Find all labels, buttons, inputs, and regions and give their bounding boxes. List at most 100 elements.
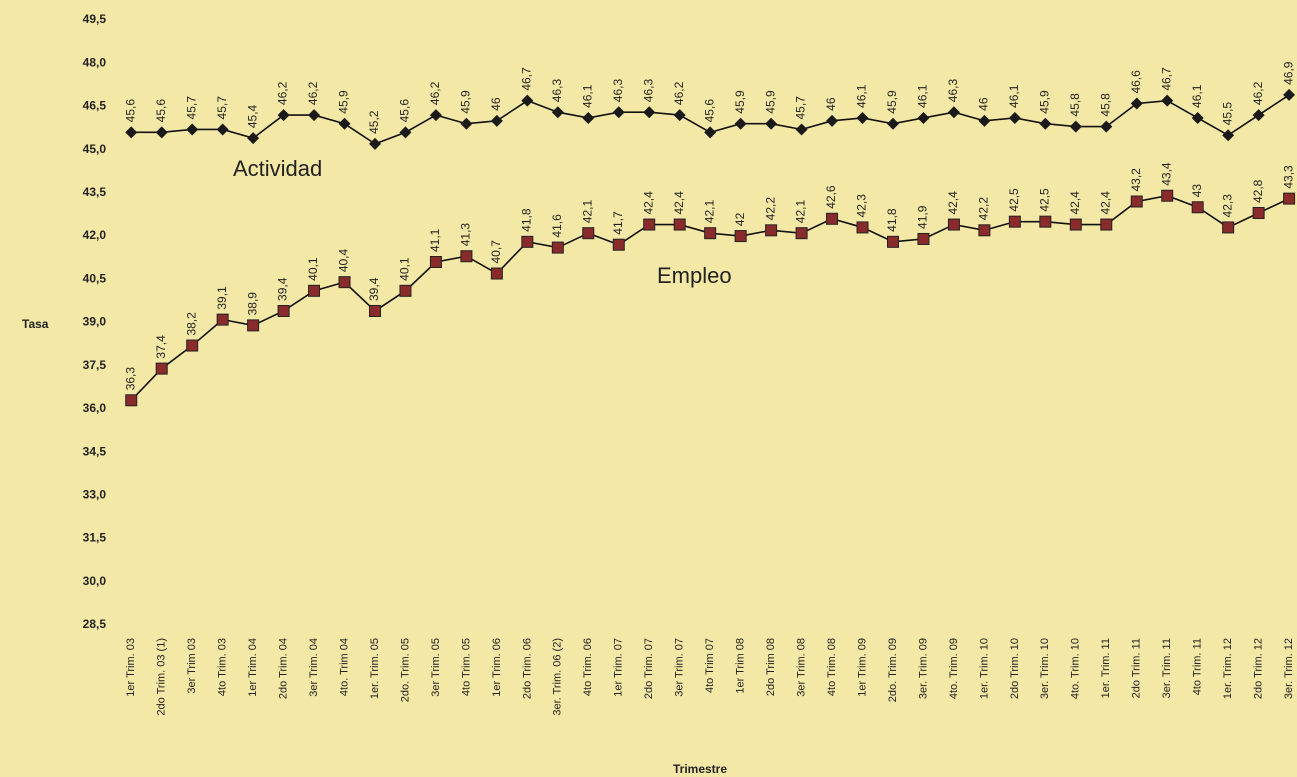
data-label: 41,9 [916,205,930,229]
x-tick-label: 4to Trim. 05 [460,638,472,696]
data-label: 45,6 [154,99,168,123]
marker [460,250,473,263]
data-label: 39,4 [367,277,381,301]
y-tick-label: 49,5 [83,12,107,26]
data-label: 42,6 [824,185,838,209]
marker [734,230,747,243]
x-tick-label: 4to Trim. 06 [582,638,594,696]
x-tick-label: 3er Trim. 08 [795,638,807,697]
x-tick-label: 4to Trim 07 [704,638,716,693]
marker [216,313,229,326]
data-label: 46 [977,97,991,111]
data-label: 45,5 [1220,102,1234,126]
data-label: 42,8 [1251,179,1265,203]
marker [1069,120,1082,133]
marker [1039,117,1052,130]
x-tick-label: 1er Trim. 04 [247,638,259,697]
x-tick-label: 2do Trim. 12 [1253,638,1265,699]
marker [1008,215,1021,228]
marker [1008,111,1021,124]
data-label: 45,8 [1068,93,1082,117]
marker [734,117,747,130]
data-label: 46,7 [1159,67,1173,91]
data-label: 46,6 [1129,70,1143,94]
x-tick-label: 3er. Trim. 06 (2) [552,638,564,716]
marker [308,284,321,297]
data-label: 45,7 [184,96,198,120]
data-label: 41,8 [885,208,899,232]
data-label: 42 [733,212,747,226]
marker [1161,189,1174,202]
data-label: 37,4 [154,335,168,359]
data-label: 46,1 [1190,84,1204,108]
data-label: 41,8 [520,208,534,232]
marker [247,319,260,332]
data-label: 42,5 [1007,188,1021,212]
data-label: 43,3 [1281,165,1295,189]
x-tick-label: 3er Trim. 05 [430,638,442,697]
data-label: 42,2 [977,197,991,221]
marker [338,117,351,130]
data-label: 45,6 [398,99,412,123]
x-tick-label: 3er. Trim. 11 [1161,638,1173,698]
data-label: 46,2 [428,81,442,105]
data-label: 38,9 [245,292,259,316]
data-label: 42,2 [763,197,777,221]
data-label: 42,5 [1038,188,1052,212]
y-tick-label: 48,0 [83,55,107,69]
data-label: 46,1 [855,84,869,108]
marker [704,227,717,240]
data-label: 46,2 [672,81,686,105]
x-tick-label: 2do Trim. 07 [643,638,655,699]
marker [186,123,199,136]
marker [673,218,686,231]
data-label: 42,4 [1098,191,1112,215]
data-label: 46,3 [946,79,960,103]
data-label: 45,7 [794,96,808,120]
y-tick-label: 46,5 [83,99,107,113]
marker [795,123,808,136]
data-label: 45,8 [1098,93,1112,117]
data-label: 45,9 [337,90,351,114]
marker [795,227,808,240]
marker [551,106,564,119]
marker [886,117,899,130]
data-label: 42,1 [580,200,594,224]
data-label: 42,1 [702,200,716,224]
x-tick-label: 2do Trim. 11 [1131,638,1143,698]
marker [704,126,717,139]
x-tick-label: 4to Trim. 08 [826,638,838,696]
marker [490,114,503,127]
marker [886,235,899,248]
data-label: 45,9 [1038,90,1052,114]
x-tick-label: 4to. Trim. 10 [1070,638,1082,699]
marker [521,235,534,248]
marker [368,304,381,317]
marker [582,111,595,124]
marker [429,109,442,122]
marker [1130,97,1143,110]
marker [186,339,199,352]
marker [399,126,412,139]
marker [1191,201,1204,214]
data-label: 43,4 [1159,162,1173,186]
data-label: 45,7 [215,96,229,120]
data-label: 46,3 [641,79,655,103]
marker [399,284,412,297]
x-axis-label: Trimestre [673,762,727,776]
data-label: 38,2 [184,312,198,336]
x-tick-label: 1er. Trim. 10 [978,638,990,699]
x-tick-label: 1er. Trim. 12 [1222,638,1234,699]
y-tick-label: 33,0 [83,488,107,502]
marker [1222,129,1235,142]
x-tick-label: 2do Trim. 06 [521,638,533,699]
marker [1069,218,1082,231]
x-tick-label: 2do Trim. 04 [277,638,289,699]
data-label: 46,3 [550,79,564,103]
data-label: 40,1 [398,257,412,281]
marker [765,117,778,130]
marker [582,227,595,240]
data-label: 45,9 [885,90,899,114]
marker [1252,207,1265,220]
marker [1283,88,1296,101]
